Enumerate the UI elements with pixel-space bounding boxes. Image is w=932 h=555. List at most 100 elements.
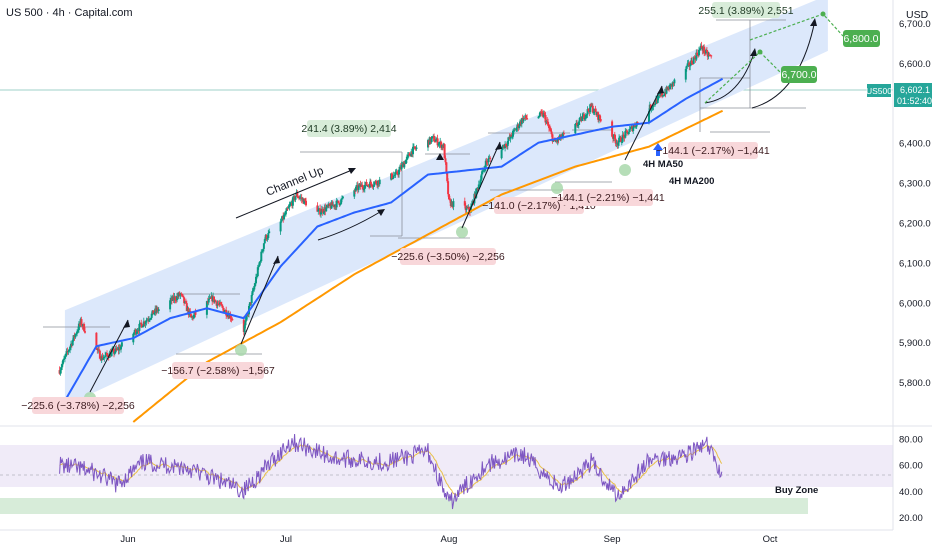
price-tick-label: 6,200.0 <box>899 219 931 230</box>
candle-body <box>77 323 80 331</box>
candle-body <box>403 162 406 168</box>
candle-body <box>361 184 364 188</box>
candle-body <box>468 207 471 212</box>
candle-body <box>287 207 290 209</box>
candle-body <box>157 309 160 311</box>
candle-body <box>665 86 668 94</box>
price-tick-label: 6,100.0 <box>899 258 931 269</box>
candle-body <box>438 143 441 145</box>
target-1-label: 6,700.0 <box>781 69 816 81</box>
candle-body <box>339 203 342 205</box>
candle-body <box>152 310 155 315</box>
candle-body <box>317 209 320 212</box>
candle-body <box>279 221 282 232</box>
candle-body <box>267 233 270 238</box>
candle-body <box>148 319 151 321</box>
candle-body <box>138 323 141 331</box>
price-tick-label: 6,600.0 <box>899 59 931 70</box>
candle-body <box>63 356 66 359</box>
candle-body <box>305 200 307 206</box>
candle-body <box>592 112 595 114</box>
candle-body <box>110 351 113 357</box>
candle-body <box>669 84 671 90</box>
candle-body <box>684 68 687 80</box>
candle-body <box>632 127 635 131</box>
price-tick-label: 6,300.0 <box>899 179 931 190</box>
candle-body <box>103 356 106 359</box>
candle-body <box>391 178 394 180</box>
current-price: 6,602.1 <box>900 85 930 95</box>
candle-body <box>549 129 552 132</box>
candle-body <box>704 52 707 54</box>
time-tick-label: Jul <box>280 534 292 545</box>
candle-body <box>251 291 254 295</box>
projection-curve <box>704 49 756 104</box>
candle-body <box>207 299 210 303</box>
candle-body <box>175 300 178 301</box>
candle-body <box>599 119 602 122</box>
candle-body <box>443 144 446 159</box>
candle-body <box>473 193 476 204</box>
candle-body <box>62 359 65 364</box>
candle-body <box>482 170 485 172</box>
candle-body <box>431 136 434 139</box>
candle-body <box>548 128 551 130</box>
candle-body <box>256 267 259 277</box>
candle-body <box>260 251 263 262</box>
candle-body <box>577 121 580 125</box>
candle-body <box>415 147 418 149</box>
candle-body <box>220 304 223 306</box>
candle-body <box>284 210 287 215</box>
channel-up-band <box>64 0 828 406</box>
candle-body <box>184 301 187 303</box>
bounce-marker <box>551 182 563 194</box>
candle-body <box>253 286 256 290</box>
time-axis[interactable]: Jun Jul Aug Sep Oct <box>120 534 777 545</box>
candle-body <box>546 120 549 122</box>
candle-body <box>216 303 219 306</box>
candle-body <box>634 126 637 128</box>
candle-body <box>141 326 144 328</box>
price-tick-label: 5,800.0 <box>899 378 931 389</box>
rally-arrow <box>461 141 501 229</box>
rally-arrow <box>89 319 129 393</box>
candle-body <box>60 367 63 371</box>
candle-body <box>369 181 372 185</box>
candle-body <box>463 201 466 206</box>
current-price-tag <box>894 83 932 107</box>
candle-body <box>248 302 251 306</box>
candle-body <box>400 164 403 170</box>
price-axis[interactable]: 6,700.0 6,600.0 6,400.0 6,300.0 6,200.0 6,100… <box>899 19 931 389</box>
buy-zone-band <box>0 498 808 514</box>
candle-body <box>257 265 260 268</box>
candle-body <box>611 121 614 137</box>
candle-body <box>626 130 628 132</box>
dd-aug3-box <box>563 189 653 206</box>
target-point <box>820 11 826 17</box>
price-tick-label: 6,700.0 <box>899 19 931 30</box>
candle-body <box>501 146 504 151</box>
candle-body <box>354 190 357 192</box>
candle-body <box>408 153 411 156</box>
candle-body <box>231 319 234 321</box>
candle-body <box>648 111 650 123</box>
candle-body <box>365 182 368 186</box>
candle-body <box>591 105 594 113</box>
candle-body <box>440 141 443 148</box>
rsi-axis[interactable]: 80.00 60.00 40.00 20.00 <box>899 435 923 525</box>
time-tick-label: Jun <box>120 534 135 545</box>
candle-body <box>213 296 215 303</box>
candle-body <box>59 370 62 374</box>
candle-body <box>444 158 447 163</box>
candle-body <box>574 124 577 134</box>
candle-body <box>539 111 542 116</box>
arrow-heads <box>123 18 817 328</box>
candle-body <box>650 107 653 110</box>
candle-body <box>101 356 104 360</box>
candle-body <box>581 116 584 121</box>
candle-body <box>229 314 232 319</box>
candle-body <box>547 121 550 126</box>
price-tick-label: 6,400.0 <box>899 139 931 150</box>
